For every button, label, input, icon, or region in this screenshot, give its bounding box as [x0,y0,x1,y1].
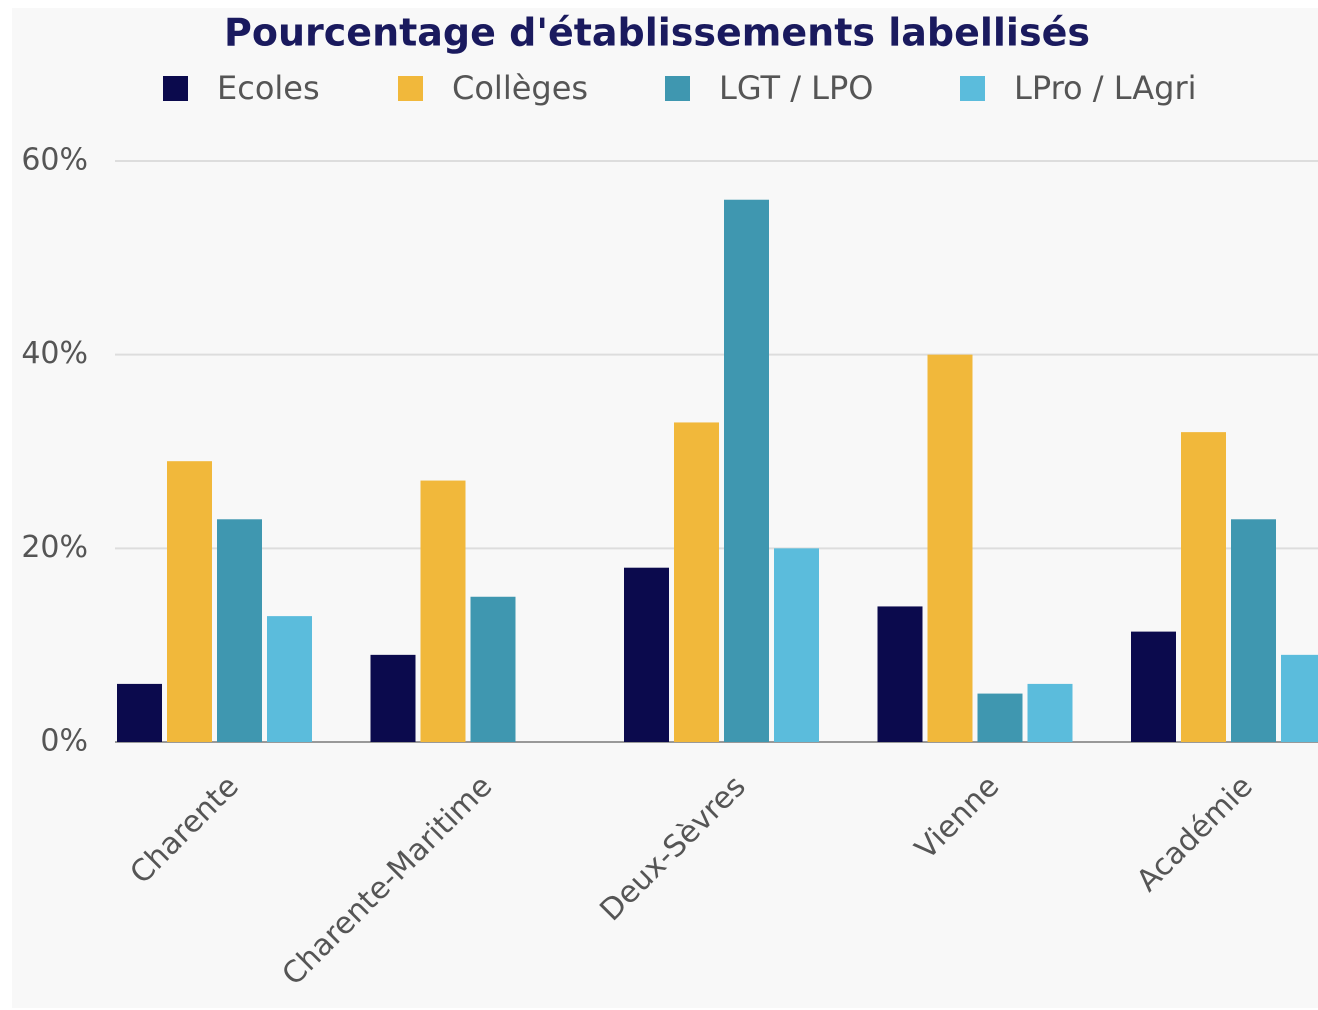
legend-label: LGT / LPO [719,69,873,107]
bar [1181,432,1226,742]
y-tick-label: 60% [21,143,88,178]
bar [167,461,212,742]
legend-swatch [398,76,423,101]
bar [1131,631,1176,742]
y-tick-label: 20% [21,530,88,565]
bar [370,654,416,742]
bar [724,199,769,742]
bar [624,567,669,742]
y-tick-label: 40% [21,336,88,371]
bar [927,354,973,742]
bar [267,616,312,742]
bar [117,683,162,742]
bar [420,480,466,742]
bar [774,548,819,742]
bar [977,693,1023,742]
legend-swatch [960,76,985,101]
chart-title: Pourcentage d'établissements labellisés [224,11,1090,55]
bar [217,519,262,742]
bar [674,422,719,742]
bar [1027,683,1073,742]
y-tick-label: 0% [40,724,88,759]
legend-label: LPro / LAgri [1014,69,1197,107]
legend-swatch [163,76,188,101]
bar [470,596,516,742]
chart-background [12,8,1318,1008]
legend-swatch [665,76,690,101]
bar [1281,654,1318,742]
bar [1231,519,1276,742]
legend-label: Ecoles [217,69,320,107]
legend-label: Collèges [452,69,588,107]
bar [877,606,923,742]
